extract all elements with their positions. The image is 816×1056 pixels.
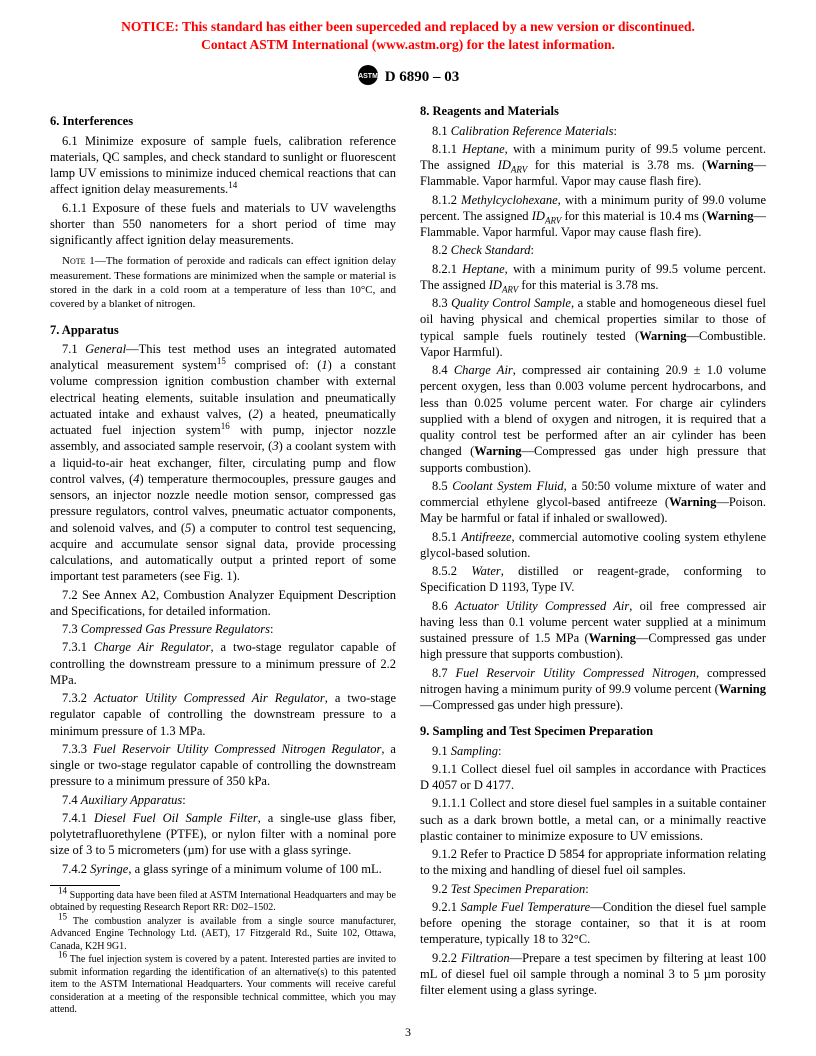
para-9-2: 9.2 Test Specimen Preparation: <box>420 881 766 897</box>
section-8-title: 8. Reagents and Materials <box>420 103 766 119</box>
note-1: Note 1—The formation of peroxide and rad… <box>50 254 396 311</box>
footnote-16: 16 The fuel injection system is covered … <box>50 954 396 1017</box>
para-7-1: 7.1 General—This test method uses an int… <box>50 341 396 585</box>
para-8-1-1: 8.1.1 Heptane, with a minimum purity of … <box>420 141 766 190</box>
page: NOTICE: This standard has either been su… <box>0 0 816 1056</box>
page-number: 3 <box>0 1025 816 1040</box>
section-7-title: 7. Apparatus <box>50 322 396 338</box>
footnote-ref-16: 16 <box>221 421 230 431</box>
para-7-2: 7.2 See Annex A2, Combustion Analyzer Eq… <box>50 587 396 620</box>
body-columns: 6. Interferences 6.1 Minimize exposure o… <box>50 103 766 1016</box>
section-6-title: 6. Interferences <box>50 113 396 129</box>
para-9-1-1: 9.1.1 Collect diesel fuel oil samples in… <box>420 761 766 794</box>
doc-header: ASTM D 6890 – 03 <box>50 64 766 91</box>
svg-text:ASTM: ASTM <box>358 73 378 80</box>
para-8-6: 8.6 Actuator Utility Compressed Air, oil… <box>420 598 766 663</box>
para-9-2-1: 9.2.1 Sample Fuel Temperature—Condition … <box>420 899 766 948</box>
para-7-3-3: 7.3.3 Fuel Reservoir Utility Compressed … <box>50 741 396 790</box>
para-9-1-2: 9.1.2 Refer to Practice D 5854 for appro… <box>420 846 766 879</box>
para-7-4: 7.4 Auxiliary Apparatus: <box>50 792 396 808</box>
footnotes: 14 Supporting data have been filed at AS… <box>50 885 396 1017</box>
section-9-title: 9. Sampling and Test Specimen Preparatio… <box>420 723 766 739</box>
para-8-1: 8.1 Calibration Reference Materials: <box>420 123 766 139</box>
para-7-3-1: 7.3.1 Charge Air Regulator, a two-stage … <box>50 639 396 688</box>
para-7-4-1: 7.4.1 Diesel Fuel Oil Sample Filter, a s… <box>50 810 396 859</box>
para-7-3: 7.3 Compressed Gas Pressure Regulators: <box>50 621 396 637</box>
para-7-3-2: 7.3.2 Actuator Utility Compressed Air Re… <box>50 690 396 739</box>
para-9-1-1-1: 9.1.1.1 Collect and store diesel fuel sa… <box>420 795 766 844</box>
para-9-1: 9.1 Sampling: <box>420 743 766 759</box>
footnote-ref-15: 15 <box>217 356 226 366</box>
para-8-5: 8.5 Coolant System Fluid, a 50:50 volume… <box>420 478 766 527</box>
doc-designation: D 6890 – 03 <box>385 69 460 85</box>
para-8-5-2: 8.5.2 Water, distilled or reagent-grade,… <box>420 563 766 596</box>
para-8-5-1: 8.5.1 Antifreeze, commercial automotive … <box>420 529 766 562</box>
footnote-14: 14 Supporting data have been filed at AS… <box>50 890 396 915</box>
para-8-2: 8.2 Check Standard: <box>420 242 766 258</box>
para-8-3: 8.3 Quality Control Sample, a stable and… <box>420 295 766 360</box>
para-8-4: 8.4 Charge Air, compressed air containin… <box>420 362 766 476</box>
astm-logo-icon: ASTM <box>357 64 379 91</box>
para-7-4-2: 7.4.2 Syringe, a glass syringe of a mini… <box>50 861 396 877</box>
para-8-2-1: 8.2.1 Heptane, with a minimum purity of … <box>420 261 766 294</box>
para-8-7: 8.7 Fuel Reservoir Utility Compressed Ni… <box>420 665 766 714</box>
para-8-1-2: 8.1.2 Methylcyclohexane, with a minimum … <box>420 192 766 241</box>
notice-line2: Contact ASTM International (www.astm.org… <box>201 37 615 52</box>
para-9-2-2: 9.2.2 Filtration—Prepare a test specimen… <box>420 950 766 999</box>
notice-banner: NOTICE: This standard has either been su… <box>50 18 766 54</box>
footnote-ref-14: 14 <box>228 180 237 190</box>
notice-line1: NOTICE: This standard has either been su… <box>121 19 695 34</box>
para-6-1: 6.1 Minimize exposure of sample fuels, c… <box>50 133 396 198</box>
footnote-15: 15 The combustion analyzer is available … <box>50 916 396 954</box>
para-6-1-1: 6.1.1 Exposure of these fuels and materi… <box>50 200 396 249</box>
